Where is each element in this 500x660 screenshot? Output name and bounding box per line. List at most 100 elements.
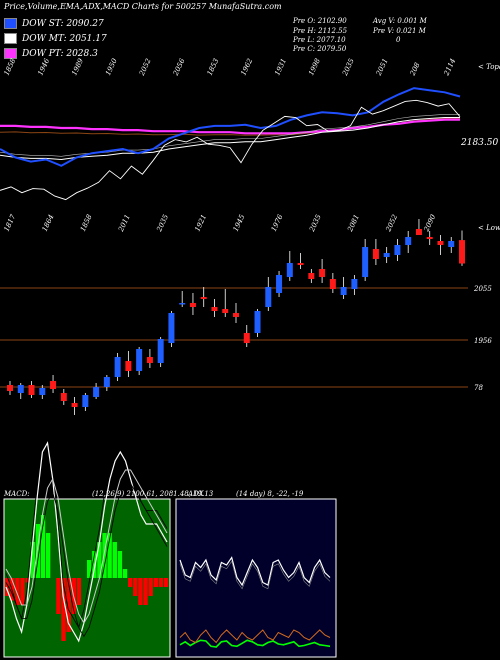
ema-top-tick: 1989: [70, 57, 85, 77]
ema-top-tick: 1950: [104, 57, 119, 77]
candle-body: [211, 307, 218, 311]
candle-body: [362, 247, 369, 277]
ema-top-tick: 1962: [239, 57, 254, 77]
candle-body: [114, 357, 121, 377]
pre-volume: Pre V: 0.021 M: [373, 27, 426, 35]
candle-body: [39, 388, 46, 395]
ema-bottom-tick: 1817: [3, 213, 18, 233]
legend-item-dow-st: DOW ST: 2090.27: [4, 17, 104, 30]
candle-body: [168, 313, 175, 343]
macd-signal-line: [5, 469, 168, 624]
ema-bottom-tick: 2035: [308, 213, 323, 234]
pre-open: Pre O: 2102.90: [293, 17, 347, 25]
candle-body: [233, 313, 239, 317]
legend-swatch-mt: [4, 33, 17, 44]
candle-body: [372, 249, 379, 259]
macd-histogram-bar: [158, 578, 164, 587]
macd-histogram-bar: [10, 578, 15, 601]
candle-body: [459, 240, 465, 264]
candle-body: [28, 385, 35, 395]
macd-histogram-bar: [163, 578, 169, 587]
macd-panel: [3, 428, 171, 658]
legend-swatch-st: [4, 18, 17, 29]
candle-body: [383, 253, 390, 257]
macd-histogram-bar: [122, 569, 128, 578]
ema-bottom-tick: 1976: [270, 213, 285, 233]
macd-histogram-bar: [61, 578, 66, 641]
macd-histogram-bar: [107, 533, 112, 578]
level-label-3: 78: [474, 384, 483, 392]
ema-top-tick: 1858: [3, 57, 18, 77]
macd-histogram-bar: [133, 578, 138, 596]
macd-histogram-bar: [102, 533, 107, 578]
macd-histogram-bar: [153, 578, 158, 587]
macd-histogram-bar: [20, 578, 25, 605]
candle-body: [103, 377, 110, 387]
ema-top-tick: 1853: [206, 57, 221, 77]
ema-bottom-tick: 2011: [117, 213, 132, 233]
ema-top-tick: 1998: [307, 57, 322, 77]
ema-bottom-tick: 1858: [79, 213, 94, 233]
ema-st-line: [0, 87, 461, 167]
legend-item-dow-pt: DOW PT: 2028.3: [4, 47, 98, 60]
adx-label: ADX: [188, 490, 204, 498]
macd-histogram-bar: [128, 578, 133, 587]
candle-body: [254, 311, 261, 333]
candle-corner-label: < Lowa: [478, 224, 500, 232]
candle-body: [415, 229, 422, 235]
candle-body: [319, 269, 326, 277]
level-label-1: 2055: [474, 285, 492, 293]
ema-top-tick: 2051: [374, 57, 389, 77]
ema-mt-band: [0, 114, 460, 157]
legend-label-pt: DOW PT: 2028.3: [22, 48, 98, 59]
candle-body: [60, 393, 67, 401]
candle-body: [265, 287, 272, 307]
macd-params: (12,26,9) 2100.61, 2081.48, 19.13: [92, 490, 214, 498]
ema-top-tick: 1931: [273, 57, 288, 77]
macd-histogram-bar: [97, 542, 102, 578]
candle-body: [179, 303, 186, 305]
ema-top-tick: 2052: [138, 57, 153, 78]
ema-top-tick: 2056: [171, 57, 186, 78]
macd-line: [5, 441, 168, 643]
macd-histogram-bar: [35, 524, 41, 578]
candle-body: [50, 381, 57, 389]
candle-body: [437, 241, 444, 245]
macd-histogram-bar: [138, 578, 143, 605]
pre-close: Pre C: 2079.50: [293, 45, 347, 53]
level-label-2: 1956: [474, 337, 492, 345]
macd-histogram-bar: [46, 533, 51, 578]
candle-body: [146, 357, 153, 363]
ema-bottom-tick: 2035: [155, 213, 170, 234]
legend-label-mt: DOW MT: 2051.17: [22, 33, 107, 44]
ema-top-tick: 2114: [442, 57, 457, 77]
candle-body: [243, 333, 250, 343]
macd-histogram-bar: [87, 560, 92, 578]
candle-body: [125, 361, 132, 371]
ema-panel: 1858 1946 1989 1950 2052 2056 1853 1962 1931 1998…: [0, 57, 461, 234]
avg-volume: Avg V: 0.001 M: [373, 17, 427, 25]
candle-body: [71, 403, 78, 407]
pre-low: Pre L: 2077.10: [293, 36, 346, 44]
macd-histogram-bar: [92, 551, 97, 578]
adx-line: [179, 629, 331, 644]
macd-histogram-bar: [30, 542, 35, 578]
ema-bottom-tick: 1864: [41, 213, 56, 233]
candle-body: [340, 287, 347, 295]
ema-bottom-tick: 1921: [193, 213, 208, 233]
macd-label: MACD:: [4, 490, 30, 498]
candle-body: [286, 263, 293, 277]
candle-body: [276, 275, 283, 293]
candle-body: [308, 273, 315, 279]
legend-label-st: DOW ST: 2090.27: [22, 18, 104, 29]
candle-body: [351, 279, 358, 289]
candle-panel: [0, 219, 468, 415]
adx-plus-di-line: [179, 639, 331, 648]
macd-histogram-bar: [56, 578, 61, 614]
ema-bottom-tick: 2052: [384, 213, 399, 234]
candle-body: [17, 385, 24, 393]
pre-high: Pre H: 2112.55: [293, 27, 348, 35]
candle-body: [136, 349, 143, 371]
adx-params: (14 day) 8, -22, -19: [236, 490, 304, 498]
legend-item-dow-mt: DOW MT: 2051.17: [4, 32, 107, 45]
